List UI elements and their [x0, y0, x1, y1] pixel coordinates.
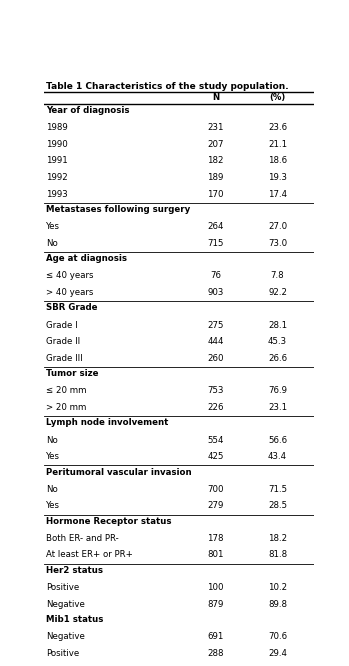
Text: 178: 178: [207, 534, 224, 543]
Text: 1989: 1989: [46, 123, 68, 133]
Text: No: No: [46, 238, 58, 248]
Text: 17.4: 17.4: [268, 190, 287, 198]
Text: Year of diagnosis: Year of diagnosis: [46, 106, 130, 115]
Text: Negative: Negative: [46, 599, 85, 609]
Text: 189: 189: [207, 173, 224, 182]
Text: N: N: [212, 93, 219, 103]
Text: 7.8: 7.8: [271, 271, 284, 280]
Text: 27.0: 27.0: [268, 222, 287, 231]
Text: ≤ 40 years: ≤ 40 years: [46, 271, 94, 280]
Text: Tumor size: Tumor size: [46, 369, 99, 378]
Text: > 40 years: > 40 years: [46, 288, 94, 297]
Text: 288: 288: [207, 649, 224, 658]
Text: 231: 231: [207, 123, 224, 133]
Text: No: No: [46, 485, 58, 494]
Text: Yes: Yes: [46, 222, 60, 231]
Text: 753: 753: [207, 386, 224, 396]
Text: 43.4: 43.4: [268, 452, 287, 461]
Text: 92.2: 92.2: [268, 288, 287, 297]
Text: 18.2: 18.2: [268, 534, 287, 543]
Text: 26.6: 26.6: [268, 354, 287, 363]
Text: 801: 801: [207, 551, 224, 559]
Text: 45.3: 45.3: [268, 337, 287, 346]
Text: Hormone Receptor status: Hormone Receptor status: [46, 517, 172, 525]
Text: 23.6: 23.6: [268, 123, 287, 133]
Text: 28.5: 28.5: [268, 501, 287, 510]
Text: Grade III: Grade III: [46, 354, 83, 363]
Text: Her2 status: Her2 status: [46, 566, 103, 575]
Text: 903: 903: [207, 288, 224, 297]
Text: 1993: 1993: [46, 190, 68, 198]
Text: 23.1: 23.1: [268, 403, 287, 412]
Text: 76.9: 76.9: [268, 386, 287, 396]
Text: 264: 264: [207, 222, 224, 231]
Text: Peritumoral vascular invasion: Peritumoral vascular invasion: [46, 468, 192, 477]
Text: SBR Grade: SBR Grade: [46, 304, 98, 312]
Text: Grade II: Grade II: [46, 337, 81, 346]
Text: 170: 170: [207, 190, 224, 198]
Text: Positive: Positive: [46, 583, 80, 592]
Text: > 20 mm: > 20 mm: [46, 403, 87, 412]
Text: 279: 279: [207, 501, 224, 510]
Text: 100: 100: [207, 583, 224, 592]
Text: 691: 691: [207, 632, 224, 641]
Text: Age at diagnosis: Age at diagnosis: [46, 254, 127, 263]
Text: 73.0: 73.0: [268, 238, 287, 248]
Text: 260: 260: [207, 354, 224, 363]
Text: 28.1: 28.1: [268, 320, 287, 330]
Text: 81.8: 81.8: [268, 551, 287, 559]
Text: Yes: Yes: [46, 501, 60, 510]
Text: 879: 879: [207, 599, 224, 609]
Text: 182: 182: [207, 157, 224, 165]
Text: (%): (%): [269, 93, 286, 103]
Text: 207: 207: [207, 140, 224, 149]
Text: 19.3: 19.3: [268, 173, 287, 182]
Text: ≤ 20 mm: ≤ 20 mm: [46, 386, 87, 396]
Text: 18.6: 18.6: [268, 157, 287, 165]
Text: 10.2: 10.2: [268, 583, 287, 592]
Text: 76: 76: [210, 271, 221, 280]
Text: 226: 226: [207, 403, 224, 412]
Text: 444: 444: [207, 337, 224, 346]
Text: 21.1: 21.1: [268, 140, 287, 149]
Text: 56.6: 56.6: [268, 436, 287, 444]
Text: 29.4: 29.4: [268, 649, 287, 658]
Text: 89.8: 89.8: [268, 599, 287, 609]
Text: No: No: [46, 436, 58, 444]
Text: Lymph node involvement: Lymph node involvement: [46, 418, 169, 428]
Text: 715: 715: [207, 238, 224, 248]
Text: 1991: 1991: [46, 157, 68, 165]
Text: 275: 275: [207, 320, 224, 330]
Text: Mib1 status: Mib1 status: [46, 615, 104, 624]
Text: 1992: 1992: [46, 173, 68, 182]
Text: Table 1 Characteristics of the study population.: Table 1 Characteristics of the study pop…: [46, 81, 289, 91]
Text: Metastases following surgery: Metastases following surgery: [46, 205, 191, 214]
Text: Both ER- and PR-: Both ER- and PR-: [46, 534, 119, 543]
Text: Grade I: Grade I: [46, 320, 78, 330]
Text: 70.6: 70.6: [268, 632, 287, 641]
Text: 1990: 1990: [46, 140, 68, 149]
Text: Yes: Yes: [46, 452, 60, 461]
Text: Positive: Positive: [46, 649, 80, 658]
Text: 425: 425: [207, 452, 224, 461]
Text: At least ER+ or PR+: At least ER+ or PR+: [46, 551, 133, 559]
Text: 554: 554: [207, 436, 224, 444]
Text: 71.5: 71.5: [268, 485, 287, 494]
Text: Negative: Negative: [46, 632, 85, 641]
Text: 700: 700: [207, 485, 224, 494]
